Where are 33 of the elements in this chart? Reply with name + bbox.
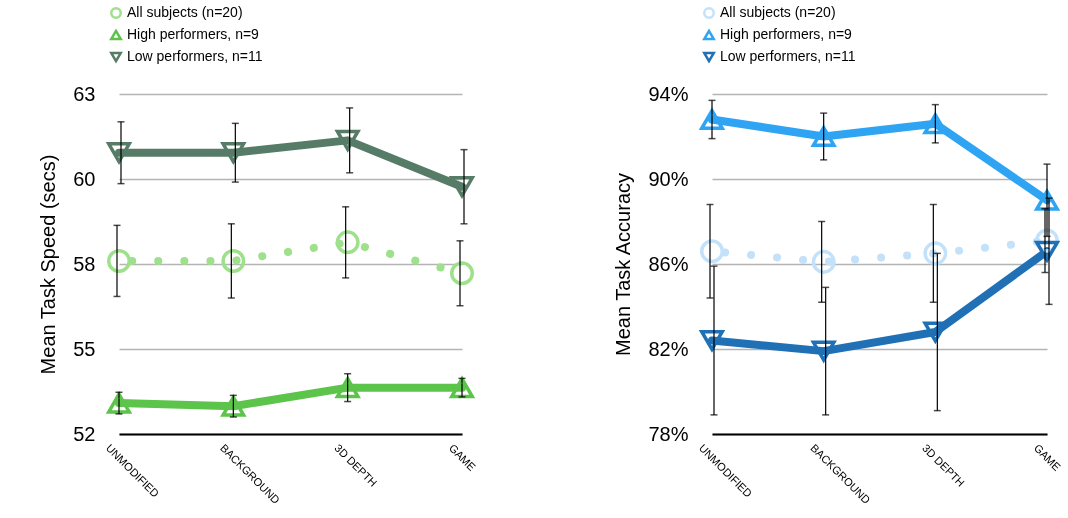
y-tick-label: 82% [648,337,689,360]
legend-label: Low performers, n=11 [127,48,263,64]
point [107,248,131,273]
point [811,340,836,362]
legend-label: All subjects (n=20) [720,4,836,20]
legend-label: Low performers, n=11 [720,48,856,64]
point [335,377,360,399]
point [221,248,246,273]
y-tick-label: 58 [73,252,96,275]
point [700,239,724,264]
point [1035,189,1059,211]
y-axis-title: Mean Task Speed (secs) [37,154,60,375]
y-axis-title: Mean Task Accuracy [612,172,635,357]
y-tick-label: 86% [648,252,689,275]
legend-label: High performers, n=9 [720,26,853,42]
point [450,377,474,399]
point [335,129,360,151]
point [923,241,948,266]
y-tick-label: 63 [73,82,96,105]
y-tick-label: 78% [648,422,689,445]
point [335,230,360,255]
y-tick-label: 94% [648,82,689,105]
point [923,113,948,135]
y-tick-label: 90% [648,167,689,190]
legend-label: All subjects (n=20) [127,4,243,20]
point [811,249,836,274]
y-tick-label: 52 [73,422,96,445]
legend-label: High performers, n=9 [127,26,260,42]
point [811,125,836,148]
point [221,142,246,164]
point [450,261,474,286]
y-tick-label: 60 [73,167,96,190]
y-tick-label: 55 [73,337,96,360]
